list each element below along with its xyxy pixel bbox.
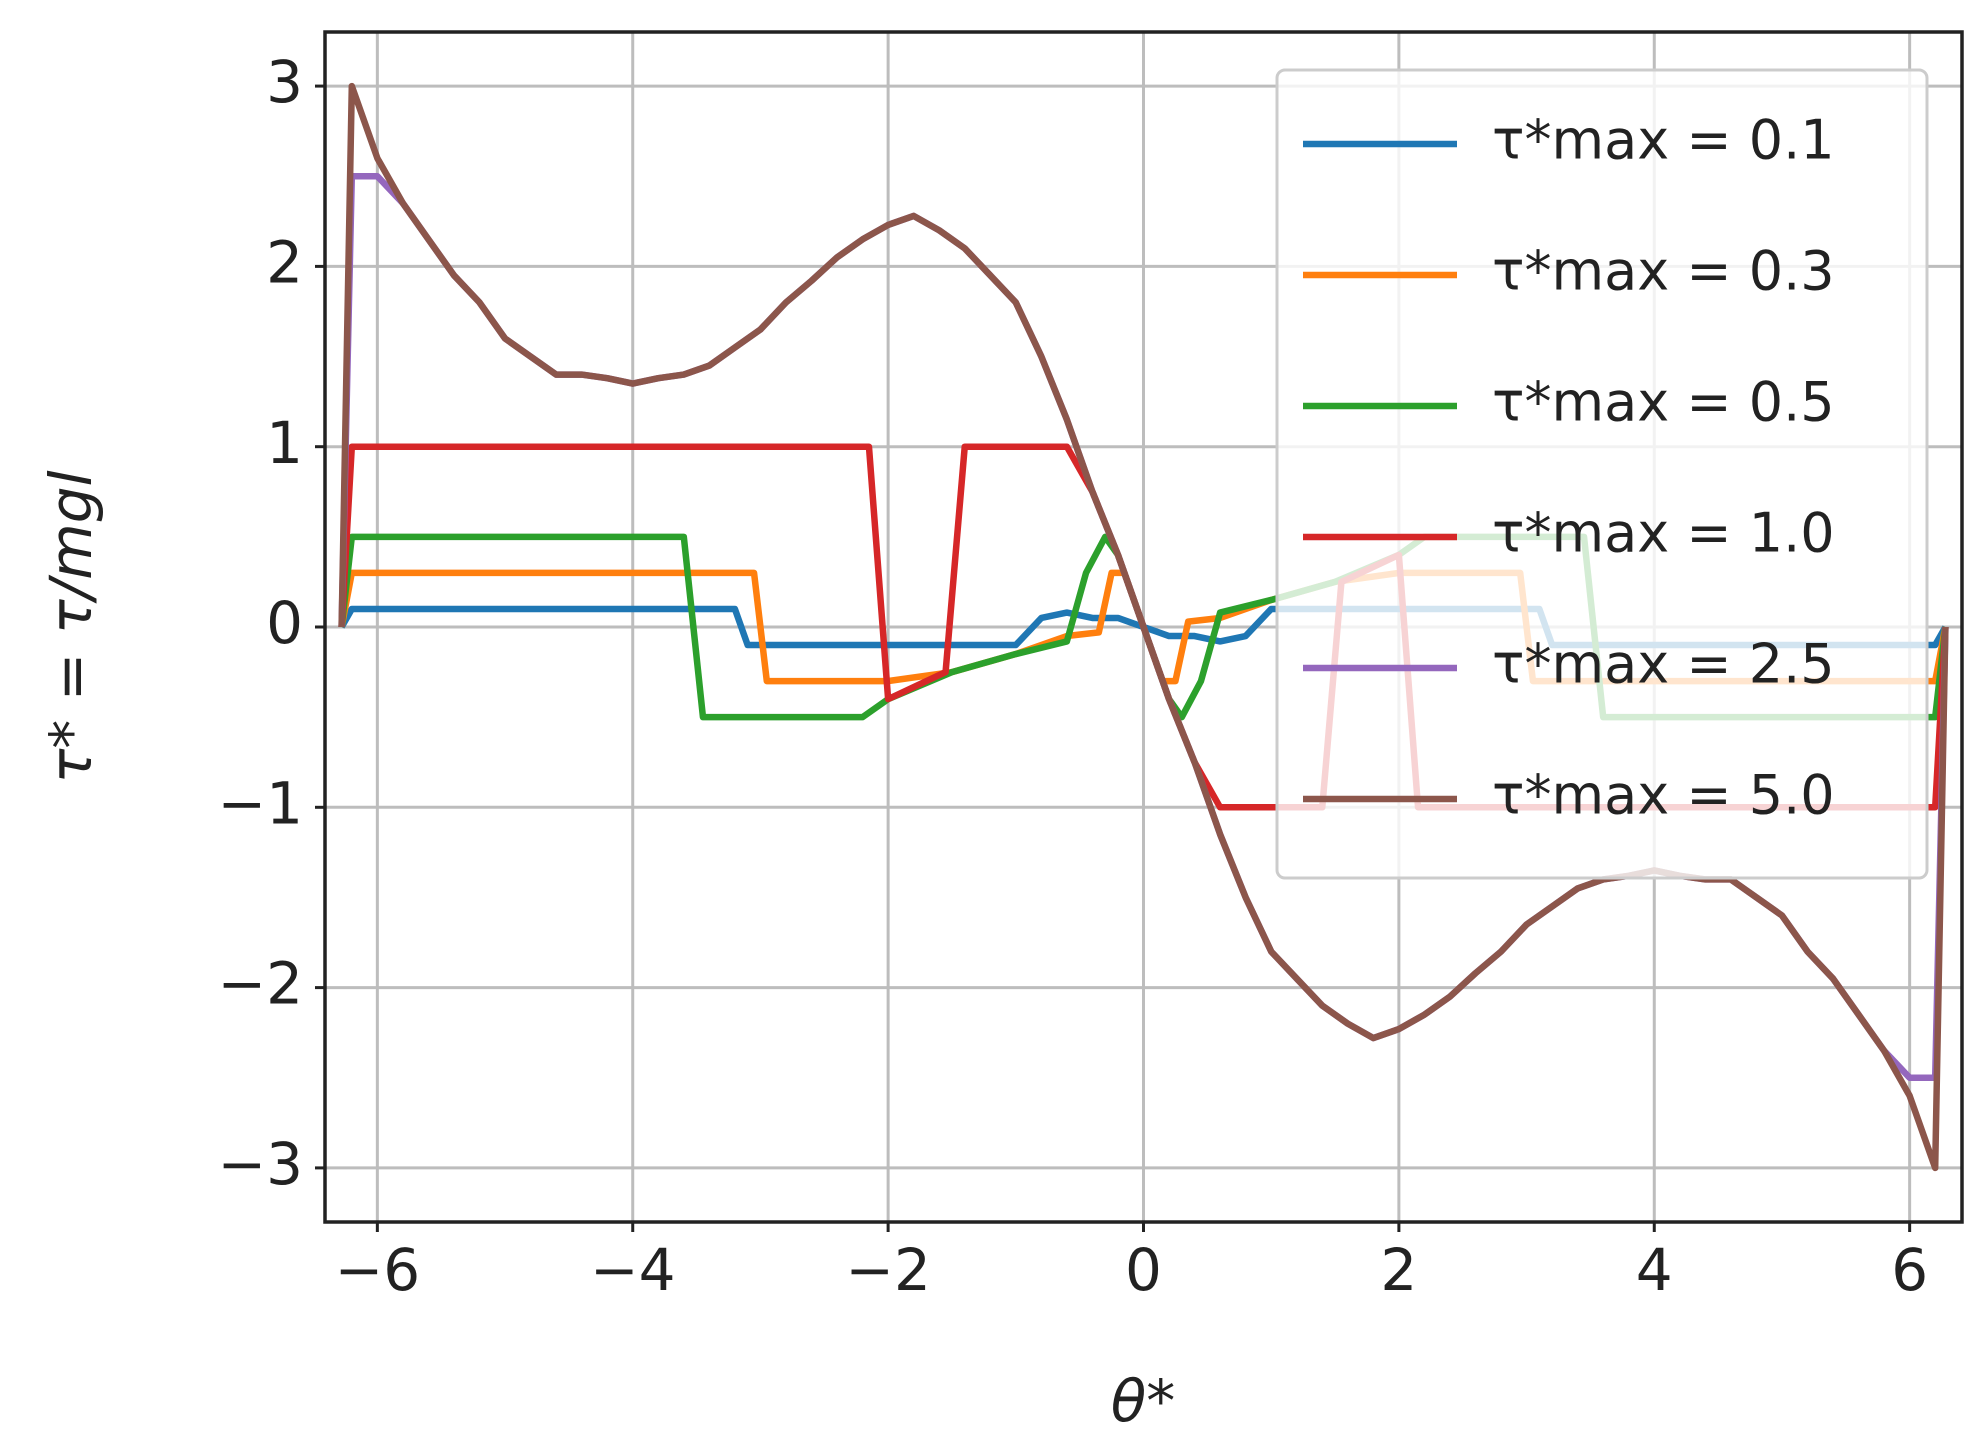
legend-label: τ*max = 2.5	[1492, 633, 1835, 696]
y-axis-label: τ* = τ/mgl	[37, 470, 105, 783]
y-tick-label: 0	[266, 589, 303, 657]
legend-label: τ*max = 0.5	[1492, 371, 1835, 434]
y-tick-label: 1	[266, 409, 303, 477]
legend-label: τ*max = 1.0	[1492, 502, 1835, 565]
x-tick-label: 6	[1891, 1236, 1928, 1304]
x-tick-label: 0	[1125, 1236, 1162, 1304]
legend-label: τ*max = 0.1	[1492, 109, 1835, 172]
plot-frame	[323, 30, 1964, 1224]
y-tick-label: −2	[218, 950, 304, 1018]
x-tick-label: 2	[1380, 1236, 1417, 1304]
y-tick-label: −3	[218, 1130, 304, 1198]
y-tick-label: −1	[218, 769, 304, 837]
legend-label: τ*max = 5.0	[1492, 764, 1835, 827]
x-axis-label: θ*	[1111, 1367, 1176, 1435]
x-tick-label: −6	[335, 1236, 421, 1304]
x-tick-label: 4	[1636, 1236, 1673, 1304]
y-tick-label: 2	[266, 229, 303, 297]
legend-label: τ*max = 0.3	[1492, 240, 1835, 303]
x-tick-label: −4	[590, 1236, 676, 1304]
x-tick-label: −2	[845, 1236, 931, 1304]
legend-box	[1275, 68, 1929, 880]
y-tick-label: 3	[266, 48, 303, 116]
